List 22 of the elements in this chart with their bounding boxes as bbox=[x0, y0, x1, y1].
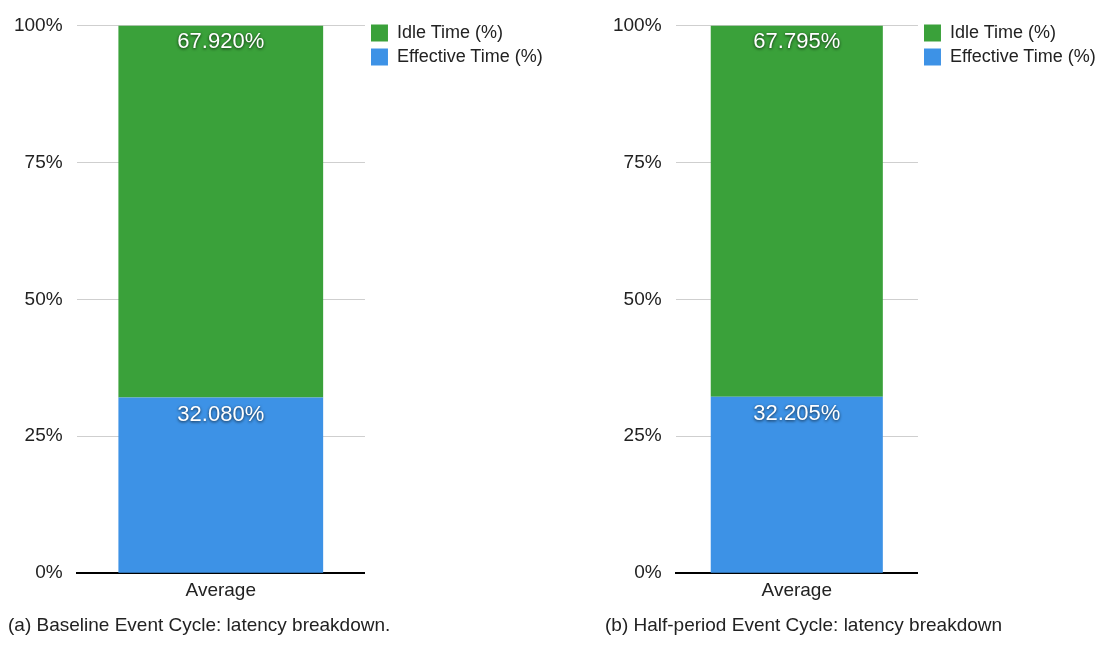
y-tick-label: 50% bbox=[623, 287, 662, 309]
y-tick-label: 25% bbox=[623, 424, 662, 446]
text: (b) Half-period Event Cycle: latency breakdown bbox=[604, 614, 1004, 636]
y-tick-label: 75% bbox=[24, 150, 63, 172]
y-tick-label: 75% bbox=[623, 150, 662, 172]
y-tick-label: 100% bbox=[13, 13, 63, 35]
legend-label: Idle Time (%) bbox=[396, 21, 503, 42]
y-tick-label: 50% bbox=[24, 287, 63, 309]
y-tick-label: 100% bbox=[612, 13, 662, 35]
y-tick-label: 0% bbox=[634, 561, 662, 583]
legend-label: Effective Time (%) bbox=[949, 45, 1096, 66]
text: (a) Baseline Event Cycle: latency breakdown. bbox=[7, 614, 392, 636]
y-tick-label: 0% bbox=[35, 561, 63, 583]
data-label: 67.795% bbox=[753, 28, 841, 54]
data-label: 67.920% bbox=[177, 28, 265, 54]
x-tick-label: Average bbox=[761, 578, 832, 600]
y-tick-label: 25% bbox=[24, 424, 63, 446]
legend-label: Effective Time (%) bbox=[396, 45, 543, 66]
data-label: 32.205% bbox=[753, 399, 841, 425]
data-label: 32.080% bbox=[177, 400, 265, 426]
legend-label: Idle Time (%) bbox=[949, 21, 1056, 42]
x-tick-label: Average bbox=[185, 578, 256, 600]
